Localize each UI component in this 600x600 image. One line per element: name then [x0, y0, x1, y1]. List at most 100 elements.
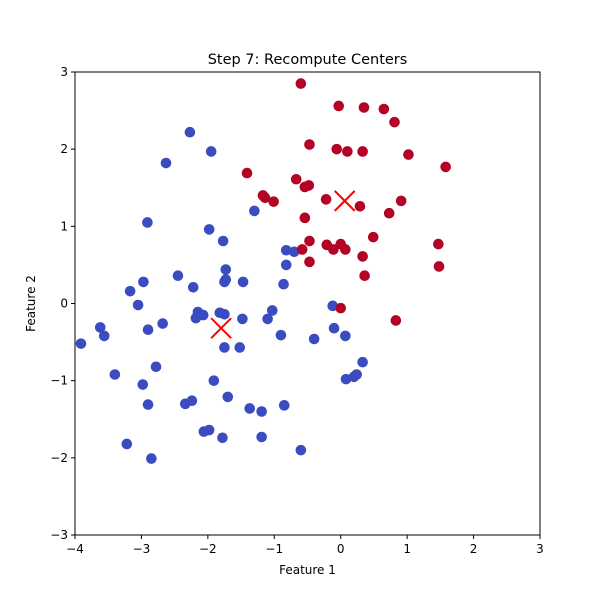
data-point	[390, 315, 402, 326]
points-layer	[75, 78, 451, 464]
data-point	[383, 207, 395, 219]
center-x-stroke	[210, 317, 232, 339]
data-point	[354, 200, 366, 212]
data-point	[278, 278, 289, 290]
x-axis-label: Feature 1	[279, 563, 336, 577]
data-point	[262, 313, 273, 325]
data-point	[296, 244, 308, 255]
data-point	[256, 406, 267, 417]
x-tick-label: −4	[66, 542, 84, 556]
data-point	[433, 238, 444, 250]
y-tick-label: −2	[50, 451, 68, 465]
data-point	[290, 173, 302, 185]
y-tick-label: 0	[60, 297, 68, 311]
data-point	[320, 194, 332, 205]
data-point	[335, 302, 347, 314]
data-point	[237, 313, 248, 325]
data-point	[219, 342, 230, 353]
data-point	[244, 403, 256, 414]
data-point	[328, 322, 340, 334]
data-point	[142, 217, 153, 228]
cluster-center-marker	[210, 317, 232, 339]
x-tick-label: −3	[133, 542, 151, 556]
data-point	[184, 126, 196, 138]
data-point	[340, 244, 351, 255]
data-point	[160, 157, 172, 169]
y-tick-label: 2	[60, 142, 68, 156]
data-point	[138, 276, 149, 288]
data-point	[342, 146, 353, 157]
chart-title: Step 7: Recompute Centers	[208, 52, 408, 68]
data-point	[234, 342, 246, 353]
data-point	[219, 309, 230, 320]
data-point	[327, 300, 339, 312]
data-point	[348, 371, 360, 383]
data-point	[256, 431, 267, 443]
y-tick-label: −3	[50, 528, 68, 542]
data-point	[94, 322, 106, 333]
data-point	[217, 432, 228, 444]
data-point	[157, 318, 168, 329]
data-point	[137, 379, 149, 390]
data-point	[266, 305, 278, 316]
data-point	[359, 270, 370, 282]
cluster-center-marker	[333, 190, 356, 212]
data-point	[220, 264, 232, 275]
data-point	[198, 426, 210, 437]
x-tick-label: −2	[199, 542, 217, 556]
data-point	[222, 391, 234, 403]
data-point	[241, 167, 253, 179]
data-point	[278, 400, 290, 411]
centers-layer	[210, 190, 356, 339]
data-point	[205, 146, 217, 157]
data-point	[219, 276, 230, 288]
data-point	[268, 196, 279, 207]
data-point	[259, 192, 271, 204]
x-axis-ticks: −4 −3 −2 −1 0 1 2 3	[66, 535, 544, 556]
y-axis-ticks: −3 −2 −1 0 1 2 3	[50, 65, 75, 542]
x-tick-label: 1	[403, 542, 411, 556]
x-tick-label: 0	[337, 542, 345, 556]
data-point	[217, 235, 229, 247]
data-point	[340, 330, 351, 342]
data-point	[237, 276, 249, 288]
data-point	[280, 244, 292, 256]
data-point	[308, 333, 320, 345]
data-point	[203, 224, 215, 235]
data-point	[433, 261, 445, 272]
data-point	[150, 361, 162, 373]
data-point	[403, 149, 414, 160]
data-point	[357, 146, 368, 157]
data-point	[146, 453, 157, 464]
data-point	[357, 356, 368, 368]
data-point	[358, 102, 370, 113]
data-point	[299, 181, 311, 193]
center-x-stroke	[333, 190, 356, 212]
data-point	[288, 246, 300, 258]
data-point	[304, 139, 315, 150]
data-point	[142, 324, 154, 336]
data-point	[142, 399, 154, 410]
data-point	[124, 285, 136, 297]
data-point	[280, 259, 292, 271]
data-point	[275, 329, 287, 341]
data-point	[132, 299, 144, 311]
data-point	[389, 116, 400, 128]
data-point	[109, 369, 121, 380]
y-axis-label: Feature 2	[24, 275, 38, 332]
x-tick-label: 2	[470, 542, 478, 556]
data-point	[440, 161, 451, 173]
data-point	[208, 375, 220, 386]
data-point	[249, 205, 260, 217]
x-tick-label: −1	[265, 542, 283, 556]
data-point	[98, 330, 110, 342]
data-point	[357, 251, 368, 262]
data-point	[190, 312, 202, 324]
y-tick-label: 3	[60, 65, 68, 79]
data-point	[295, 78, 307, 89]
y-tick-label: 1	[60, 219, 68, 233]
x-tick-label: 3	[536, 542, 544, 556]
